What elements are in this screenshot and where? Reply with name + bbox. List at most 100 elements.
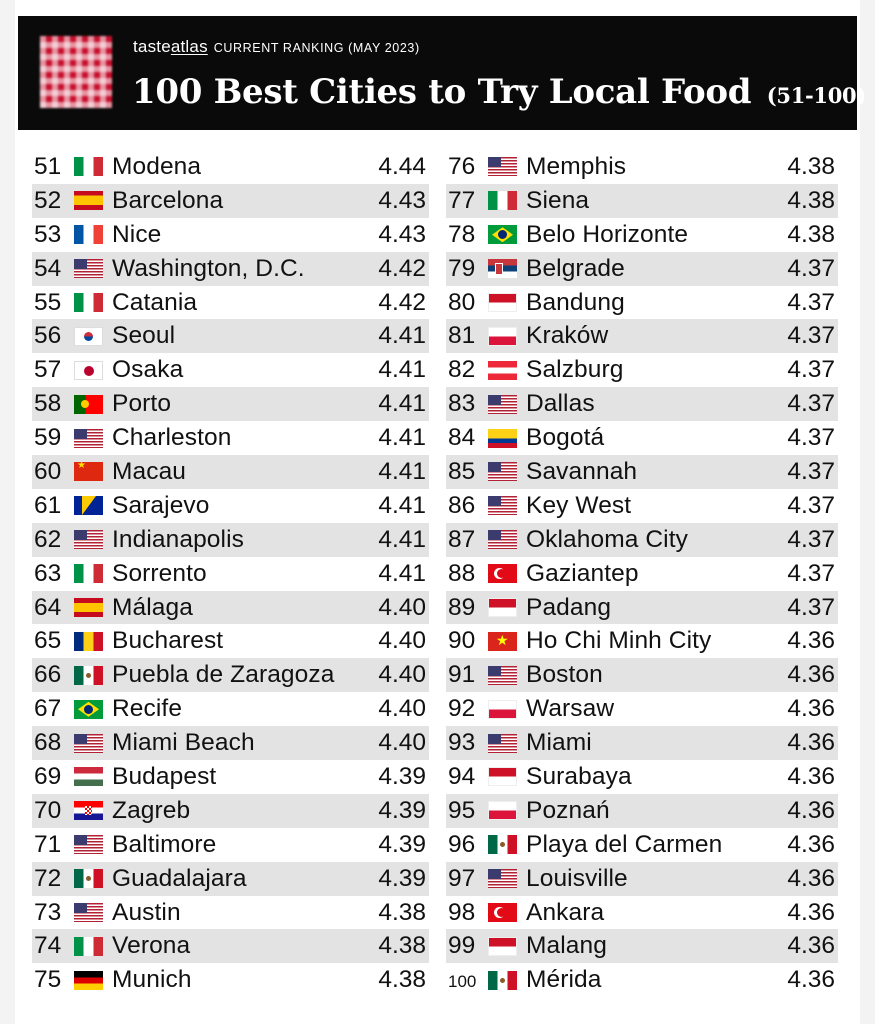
city-name: Boston [526, 661, 603, 689]
rating-score: 4.36 [787, 661, 835, 689]
ranking-row: 72 Guadalajara 4.39 [32, 861, 429, 896]
rank-number: 88 [448, 559, 476, 587]
ranking-row: 65 Bucharest 4.40 [32, 624, 429, 658]
rank-number: 65 [34, 627, 62, 655]
city-name: Salzburg [526, 356, 624, 384]
ranking-row: 99 Malang 4.36 [446, 929, 838, 964]
ranking-row: 80 Bandung 4.37 [446, 286, 838, 320]
flag-mx-icon [488, 835, 517, 855]
city-name: Ankara [526, 898, 605, 926]
city-name: Budapest [112, 762, 217, 790]
flag-tr-icon [488, 903, 517, 923]
city-name: Porto [112, 390, 172, 418]
rank-number: 70 [34, 796, 62, 824]
rank-number: 78 [448, 220, 476, 248]
rating-score: 4.41 [378, 525, 426, 553]
rank-number: 62 [34, 525, 62, 553]
rating-score: 4.41 [378, 424, 426, 452]
rank-number: 98 [448, 898, 476, 926]
rank-number: 82 [448, 356, 476, 384]
rating-score: 4.40 [378, 729, 426, 757]
rank-number: 80 [448, 288, 476, 316]
city-name: Charleston [112, 424, 232, 452]
ranking-row: 92 Warsaw 4.36 [446, 692, 838, 726]
city-name: Siena [526, 186, 590, 214]
flag-id-icon [488, 936, 517, 956]
rank-number: 57 [34, 356, 62, 384]
rating-score: 4.36 [787, 864, 835, 892]
ranking-subtitle: CURRENT RANKING (MAY 2023) [213, 41, 420, 55]
page-title: 100 Best Cities to Try Local Food (51-10… [132, 72, 866, 112]
rank-number: 67 [34, 695, 62, 723]
flag-pl-icon [488, 326, 517, 346]
rank-number: 89 [448, 593, 476, 621]
city-name: Ho Chi Minh City [526, 627, 712, 655]
flag-mx-icon [74, 869, 103, 889]
flag-jp-icon [74, 360, 103, 380]
ranking-row: 90 Ho Chi Minh City 4.36 [446, 624, 838, 658]
ranking-row: 73 Austin 4.38 [32, 896, 429, 930]
rating-score: 4.38 [787, 186, 835, 214]
flag-hr-icon [74, 801, 103, 821]
city-name: Warsaw [526, 695, 615, 723]
ranking-row: 54 Washington, D.C. 4.42 [32, 251, 429, 286]
city-name: Bandung [526, 288, 625, 316]
ranking-row: 85 Savannah 4.37 [446, 455, 838, 489]
ranking-row: 53 Nice 4.43 [32, 218, 429, 252]
city-name: Surabaya [526, 762, 632, 790]
rating-score: 4.41 [378, 491, 426, 519]
ranking-row: 71 Baltimore 4.39 [32, 828, 429, 862]
city-name: Miami [526, 729, 592, 757]
ranking-row: 78 Belo Horizonte 4.38 [446, 218, 838, 252]
city-name: Savannah [526, 457, 638, 485]
title-range: (51-100) [766, 83, 867, 108]
rating-score: 4.37 [787, 457, 835, 485]
flag-us-icon [74, 259, 103, 279]
ranking-row: 63 Sorrento 4.41 [32, 557, 429, 591]
city-name: Dallas [526, 390, 595, 418]
flag-pl-icon [488, 801, 517, 821]
flag-us-icon [488, 869, 517, 889]
flag-us-icon [74, 428, 103, 448]
rating-score: 4.43 [378, 186, 426, 214]
rating-score: 4.41 [378, 390, 426, 418]
rank-number: 71 [34, 830, 62, 858]
city-name: Nice [112, 220, 162, 248]
flag-us-icon [488, 462, 517, 482]
rating-score: 4.37 [787, 593, 835, 621]
rank-number: 99 [448, 932, 476, 960]
rank-number: 61 [34, 491, 62, 519]
ranking-row: 76 Memphis 4.38 [446, 150, 838, 184]
flag-it-icon [74, 293, 103, 312]
city-name: Louisville [526, 864, 628, 892]
rating-score: 4.36 [787, 796, 835, 824]
city-name: Osaka [112, 356, 184, 384]
rating-score: 4.39 [378, 762, 426, 790]
flag-br-icon [488, 225, 517, 245]
rank-number: 52 [34, 186, 62, 214]
rank-number: 84 [448, 424, 476, 452]
ranking-row: 94 Surabaya 4.36 [446, 760, 838, 794]
rating-score: 4.41 [378, 457, 426, 485]
flag-it-icon [74, 564, 103, 584]
ranking-row: 77 Siena 4.38 [446, 183, 838, 218]
city-name: Belgrade [526, 254, 625, 282]
city-name: Bogotá [526, 424, 605, 452]
rank-number: 93 [448, 729, 476, 757]
rating-score: 4.40 [378, 695, 426, 723]
flag-kr-icon [74, 326, 103, 346]
flag-vn-icon [488, 631, 517, 651]
rating-score: 4.40 [378, 627, 426, 655]
ranking-row: 75 Munich 4.38 [32, 963, 429, 997]
rating-score: 4.37 [787, 491, 835, 519]
ranking-row: 97 Louisville 4.36 [446, 861, 838, 896]
rank-number: 63 [34, 559, 62, 587]
rating-score: 4.40 [378, 593, 426, 621]
checkered-tablecloth-logo-icon [40, 36, 112, 108]
rank-number: 86 [448, 491, 476, 519]
rating-score: 4.36 [787, 898, 835, 926]
flag-ba-icon [74, 496, 103, 516]
city-name: Macau [112, 457, 187, 485]
city-name: Indianapolis [112, 525, 244, 553]
rank-number: 79 [448, 254, 476, 282]
